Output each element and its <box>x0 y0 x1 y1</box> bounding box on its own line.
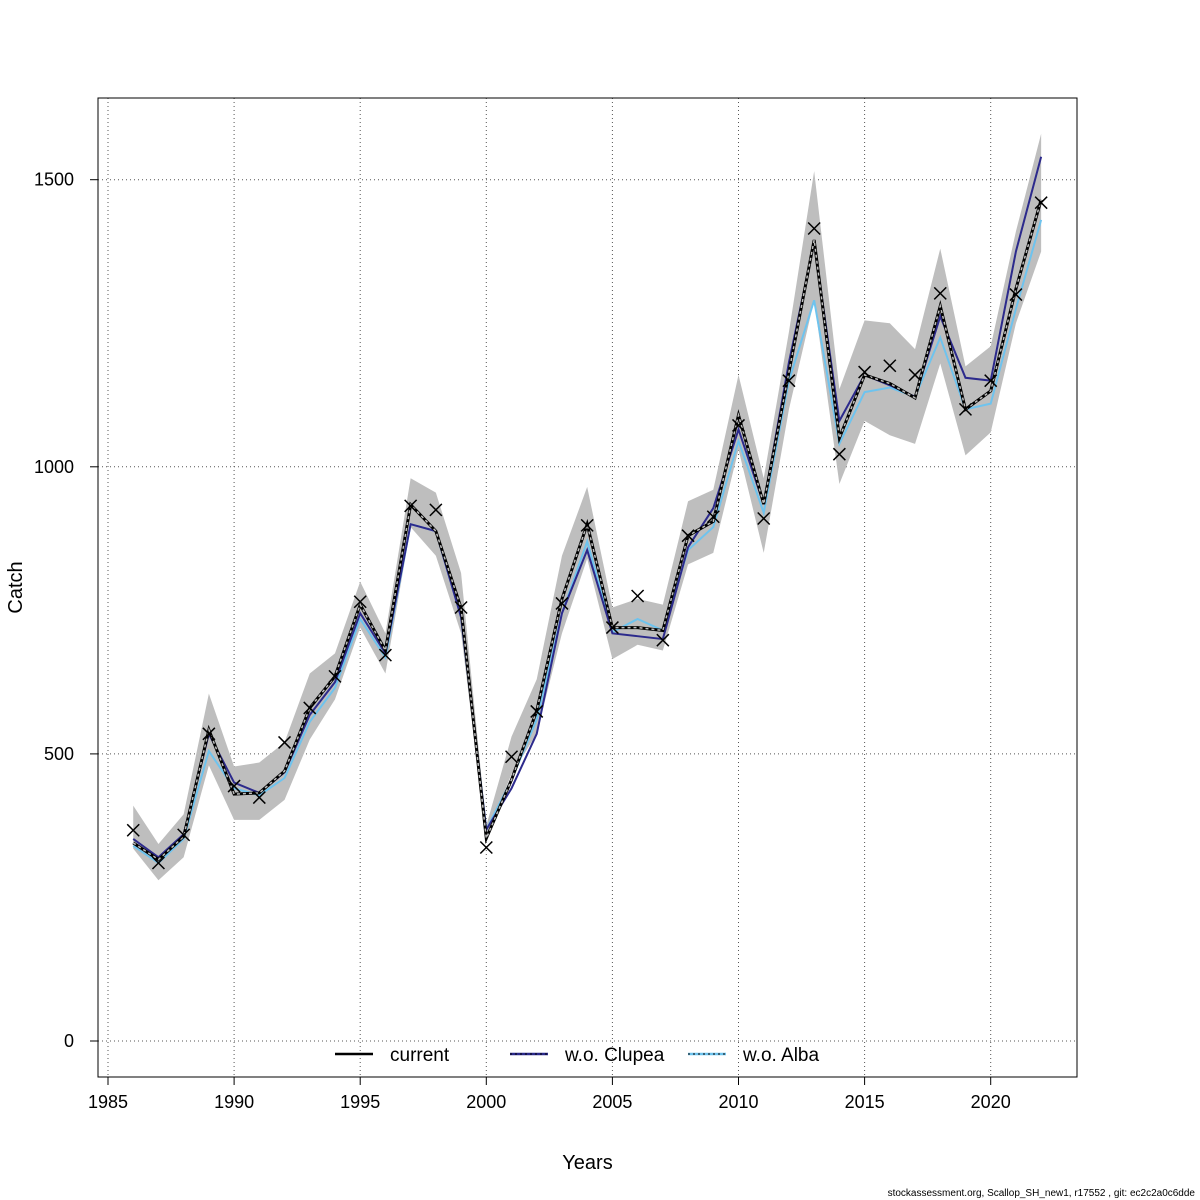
observed-point <box>731 418 746 432</box>
observed-point <box>1009 288 1023 302</box>
y-tick-label: 500 <box>44 744 74 764</box>
observed-point <box>202 727 216 741</box>
x-tick-label: 2010 <box>718 1092 758 1112</box>
legend: current w.o. Clupea w.o. Alba <box>335 1045 819 1066</box>
legend-item-current: current <box>335 1045 450 1066</box>
series-lines <box>132 156 1043 865</box>
observed-point <box>126 823 140 837</box>
observed-point <box>252 791 266 805</box>
observed-point <box>782 374 796 388</box>
observed-points <box>126 196 1048 870</box>
y-tick-label: 1500 <box>34 170 74 190</box>
observed-point <box>807 221 821 236</box>
observed-point <box>227 779 241 793</box>
observed-point <box>530 704 544 718</box>
legend-item-w-o-clupea: w.o. Clupea <box>510 1045 665 1066</box>
y-tick-label: 0 <box>64 1031 74 1051</box>
observed-point <box>706 510 720 524</box>
legend-label: w.o. Clupea <box>564 1045 665 1066</box>
legend-item-w-o-alba: w.o. Alba <box>688 1045 819 1066</box>
observed-point <box>605 621 619 635</box>
y-tick-label: 1000 <box>34 457 74 477</box>
observed-point <box>328 669 342 683</box>
observed-point <box>832 447 846 461</box>
axes: 1985 1990 1995 2000 2005 2010 2015 2020 0 500 1000… <box>34 170 1011 1112</box>
observed-point <box>303 701 317 715</box>
series-line-w-o-alba <box>132 219 1043 865</box>
observed-point <box>984 374 998 388</box>
observed-point <box>504 750 519 764</box>
observed-point <box>353 595 367 609</box>
x-tick-label: 2000 <box>466 1092 506 1112</box>
observed-point <box>858 365 872 379</box>
observed-point <box>580 518 594 532</box>
observed-point <box>631 589 645 603</box>
footnote: stockassessment.org, Scallop_SH_new1, r1… <box>888 1188 1196 1199</box>
observed-point <box>454 600 468 615</box>
confidence-band <box>133 133 1042 881</box>
observed-point <box>933 286 947 300</box>
y-axis-title: Catch <box>5 561 27 613</box>
observed-point <box>908 368 922 382</box>
x-tick-label: 2015 <box>845 1092 885 1112</box>
observed-point <box>404 499 418 513</box>
observed-point <box>681 529 695 543</box>
observed-point <box>883 359 897 373</box>
x-tick-label: 1990 <box>214 1092 254 1112</box>
legend-label: current <box>390 1045 450 1066</box>
observed-point <box>177 828 191 842</box>
observed-point <box>1034 196 1048 210</box>
observed-point <box>958 402 973 416</box>
x-tick-label: 1985 <box>88 1092 128 1112</box>
x-axis-title: Years <box>562 1152 612 1174</box>
observed-point <box>555 596 569 610</box>
observed-point <box>278 735 292 749</box>
observed-point <box>151 856 165 870</box>
x-tick-label: 2020 <box>971 1092 1011 1112</box>
legend-label: w.o. Alba <box>742 1045 819 1066</box>
series-line-current-dash <box>132 199 1042 861</box>
x-tick-label: 2005 <box>592 1092 632 1112</box>
observed-point <box>757 511 771 526</box>
confidence-band-area <box>133 133 1042 881</box>
observed-point <box>378 648 392 662</box>
x-tick-label: 1995 <box>340 1092 380 1112</box>
observed-point <box>656 633 670 647</box>
observed-point <box>429 503 443 517</box>
observed-point <box>479 840 493 855</box>
